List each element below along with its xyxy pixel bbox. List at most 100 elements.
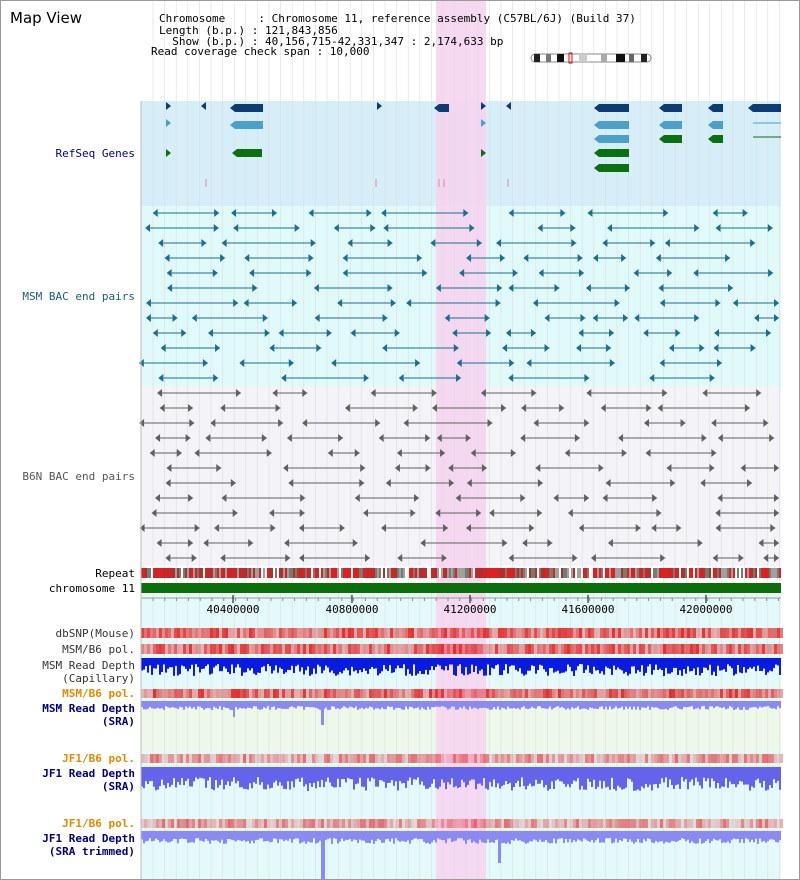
dbsnp-strip [219, 628, 222, 638]
jf1-trimmed-depth-bar [511, 831, 513, 840]
b6n-bac-pair-end [744, 404, 750, 412]
msm-b6-pol-strip [414, 644, 417, 654]
dbsnp-strip [735, 628, 738, 638]
msm-sra-depth-bar [187, 701, 189, 708]
jf1-b6-pol-strip-2 [630, 819, 633, 828]
msm-capillary-depth-bar [369, 658, 371, 670]
jf1-b6-pol-strip-2 [321, 819, 324, 828]
msm-b6-pol-strip [732, 644, 735, 654]
dbsnp-strip [159, 628, 162, 638]
jf1-sra-depth-bar [455, 767, 457, 787]
jf1-sra-depth-bar [535, 767, 537, 780]
dbsnp-strip [603, 628, 606, 638]
jf1-sra-depth-bar [497, 767, 499, 784]
jf1-trimmed-depth-bar [565, 831, 567, 839]
jf1-trimmed-depth-bar [251, 831, 253, 841]
jf1-b6-pol-strip [288, 754, 291, 763]
jf1-trimmed-depth-bar [395, 831, 397, 839]
repeat-segment [311, 568, 313, 578]
jf1-sra-depth-bar [277, 767, 279, 786]
jf1-b6-pol-strip-2 [726, 819, 729, 828]
track-label-msm-bac[interactable]: MSM BAC end pairs [22, 290, 135, 303]
msm-sra-depth-bar [383, 701, 385, 710]
jf1-trimmed-depth-bar [435, 831, 437, 843]
jf1-trimmed-depth-bar [523, 831, 525, 843]
track-label-b6n-bac[interactable]: B6N BAC end pairs [22, 470, 135, 483]
msm-capillary-depth-bar [557, 658, 559, 671]
jf1-trimmed-depth-bar [429, 831, 431, 844]
msm-b6-pol-strip [504, 644, 507, 654]
msm-capillary-depth-bar [191, 658, 193, 665]
b6n-bac-pair-end [605, 479, 611, 487]
msm-sra-depth-bar [153, 701, 155, 709]
msm-capillary-depth-bar [695, 658, 697, 675]
jf1-sra-depth-bar [449, 767, 451, 785]
repeat-segment [255, 568, 257, 578]
repeat-segment [489, 568, 491, 578]
msm-b6-pol-strip-2 [171, 689, 174, 698]
msm-b6-pol-strip-2 [417, 689, 420, 698]
msm-sra-depth-bar [453, 701, 455, 707]
b6n-bac-pair-end [157, 389, 163, 397]
msm-sra-depth-bar [199, 701, 201, 707]
jf1-b6-pol-strip-2 [339, 819, 342, 828]
b6n-bac-pair-end [425, 434, 431, 442]
msm-capillary-depth-bar [161, 658, 163, 673]
msm-b6-pol-strip [636, 644, 639, 654]
dbsnp-strip [681, 628, 684, 638]
dbsnp-strip [708, 628, 711, 638]
msm-b6-pol-strip-2 [726, 689, 729, 698]
msm-capillary-depth-bar [417, 658, 419, 674]
jf1-b6-pol-strip [204, 754, 207, 763]
repeat-segment [427, 568, 429, 578]
msm-sra-depth-bar [319, 701, 321, 710]
msm-bac-pair-end [499, 254, 505, 262]
jf1-trimmed-depth-bar [309, 831, 311, 843]
repeat-segment [201, 568, 203, 578]
dbsnp-strip [270, 628, 273, 638]
msm-b6-pol-strip [576, 644, 579, 654]
jf1-b6-pol-strip [348, 754, 351, 763]
msm-sra-depth-bar [715, 701, 717, 707]
msm-capillary-depth-bar [401, 658, 403, 669]
jf1-trimmed-depth-bar [217, 831, 219, 842]
msm-capillary-depth-bar [601, 658, 603, 672]
msm-capillary-depth-bar [559, 658, 561, 674]
jf1-b6-pol-strip [267, 754, 270, 763]
msm-capillary-depth-bar [685, 658, 687, 674]
jf1-b6-pol-strip-2 [420, 819, 423, 828]
msm-b6-pol-strip-2 [375, 689, 378, 698]
msm-b6-pol-strip-2 [384, 689, 387, 698]
msm-capillary-depth-bar [247, 658, 249, 669]
msm-sra-depth-bar [681, 701, 683, 710]
msm-capillary-depth-bar [719, 658, 721, 671]
msm-b6-pol-strip-2 [225, 689, 228, 698]
jf1-b6-pol-strip [756, 754, 759, 763]
msm-sra-depth-bar [469, 701, 471, 707]
dbsnp-strip [747, 628, 750, 638]
jf1-trimmed-depth-bar [297, 831, 299, 839]
msm-sra-depth-bar [379, 701, 381, 710]
dbsnp-strip [576, 628, 579, 638]
msm-b6-pol-strip-2 [510, 689, 513, 698]
msm-sra-depth-bar [725, 701, 727, 710]
dbsnp-strip [438, 628, 441, 638]
jf1-b6-pol-strip [321, 754, 324, 763]
msm-bac-pair-end [306, 269, 312, 277]
msm-capillary-depth-bar [141, 658, 143, 671]
jf1-sra-depth-bar [533, 767, 535, 786]
track-label-refseq[interactable]: RefSeq Genes [55, 147, 135, 160]
jf1-b6-pol-strip [774, 754, 777, 763]
jf1-b6-pol-strip-2 [195, 819, 198, 828]
jf1-b6-pol-strip [453, 754, 456, 763]
b6n-bac-pair-end [535, 464, 541, 472]
dbsnp-strip [288, 628, 291, 638]
msm-capillary-depth-bar [377, 658, 379, 676]
highlighted-region[interactable] [436, 1, 486, 879]
msm-capillary-depth-bar [241, 658, 243, 676]
dbsnp-strip [729, 628, 732, 638]
jf1-trimmed-depth-bar [315, 831, 317, 844]
msm-capillary-depth-bar [263, 658, 265, 667]
msm-sra-depth-bar [687, 701, 689, 708]
jf1-trimmed-depth-bar [337, 831, 339, 844]
